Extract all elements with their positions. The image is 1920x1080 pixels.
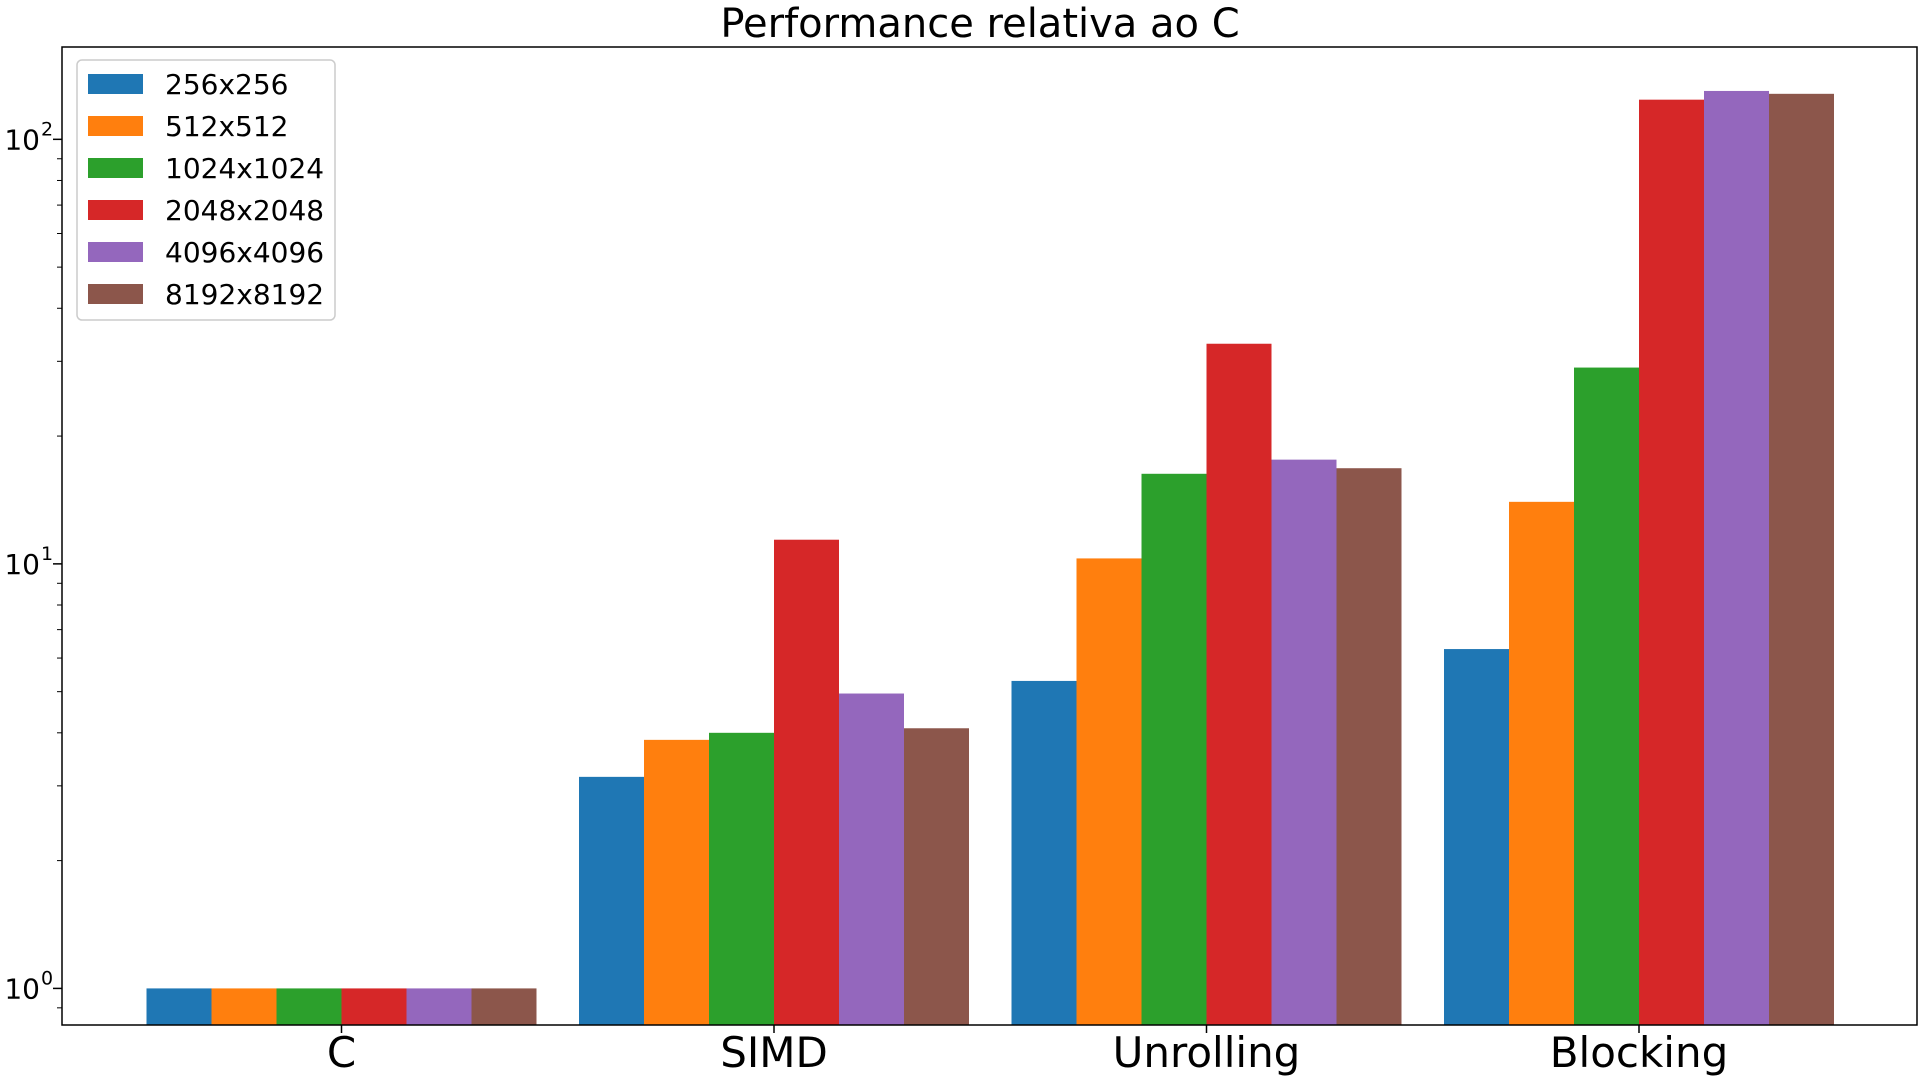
y-tick-label-exponent: 2 — [41, 118, 53, 140]
bar-256x256-C — [146, 988, 212, 1025]
bar-512x512-SIMD — [644, 739, 709, 1025]
x-axis-ticks: C SIMD Unrolling Blocking — [327, 1025, 1728, 1077]
legend-label-8192x8192: 8192x8192 — [165, 278, 324, 311]
y-tick-label-base: 10 — [4, 123, 40, 156]
bar-1024x1024-SIMD — [709, 732, 774, 1025]
bar-4096x4096-Blocking — [1704, 90, 1769, 1026]
legend-swatch-8192x8192 — [88, 284, 143, 304]
x-tick-label-Blocking: Blocking — [1550, 1028, 1729, 1077]
bar-256x256-SIMD — [579, 776, 644, 1025]
legend-label-2048x2048: 2048x2048 — [165, 194, 324, 227]
bar-1024x1024-Unrolling — [1141, 473, 1207, 1025]
x-tick-label-C: C — [327, 1028, 356, 1077]
legend-swatch-512x512 — [88, 116, 143, 136]
bar-1024x1024-C — [276, 988, 342, 1025]
bar-4096x4096-Unrolling — [1271, 459, 1337, 1026]
bars-group — [146, 90, 1834, 1026]
bar-512x512-Unrolling — [1076, 558, 1142, 1025]
bar-2048x2048-SIMD — [774, 539, 839, 1025]
legend-swatch-4096x4096 — [88, 242, 143, 262]
y-tick-label-exponent: 0 — [41, 967, 53, 989]
legend: 256x256 512x512 1024x1024 2048x2048 4096x409… — [76, 59, 336, 321]
legend-label-512x512: 512x512 — [165, 110, 288, 143]
bar-256x256-Blocking — [1444, 649, 1509, 1025]
bar-2048x2048-C — [341, 988, 407, 1025]
bar-256x256-Unrolling — [1011, 680, 1077, 1025]
bar-512x512-Blocking — [1509, 501, 1574, 1026]
legend-label-256x256: 256x256 — [165, 68, 288, 101]
legend-swatch-2048x2048 — [88, 200, 143, 220]
y-tick-label-exponent: 1 — [41, 543, 53, 565]
legend-swatch-256x256 — [88, 74, 143, 94]
chart-title: Performance relativa ao C — [720, 1, 1239, 47]
y-tick-label-base: 10 — [4, 548, 40, 581]
bar-4096x4096-C — [406, 988, 472, 1025]
bar-8192x8192-C — [471, 988, 537, 1025]
bar-2048x2048-Blocking — [1639, 99, 1704, 1026]
legend-label-4096x4096: 4096x4096 — [165, 236, 324, 269]
bar-1024x1024-Blocking — [1574, 367, 1639, 1025]
bar-8192x8192-Unrolling — [1336, 468, 1402, 1025]
bar-2048x2048-Unrolling — [1206, 343, 1272, 1025]
bar-4096x4096-SIMD — [839, 693, 904, 1025]
bar-8192x8192-Blocking — [1769, 93, 1834, 1025]
bar-512x512-C — [211, 988, 277, 1025]
legend-swatch-1024x1024 — [88, 158, 143, 178]
legend-label-1024x1024: 1024x1024 — [165, 152, 324, 185]
y-tick-label-base: 10 — [4, 972, 40, 1005]
x-tick-label-Unrolling: Unrolling — [1113, 1028, 1301, 1077]
bar-8192x8192-SIMD — [904, 728, 969, 1025]
x-tick-label-SIMD: SIMD — [720, 1028, 828, 1077]
plot-frame — [61, 46, 1918, 1026]
